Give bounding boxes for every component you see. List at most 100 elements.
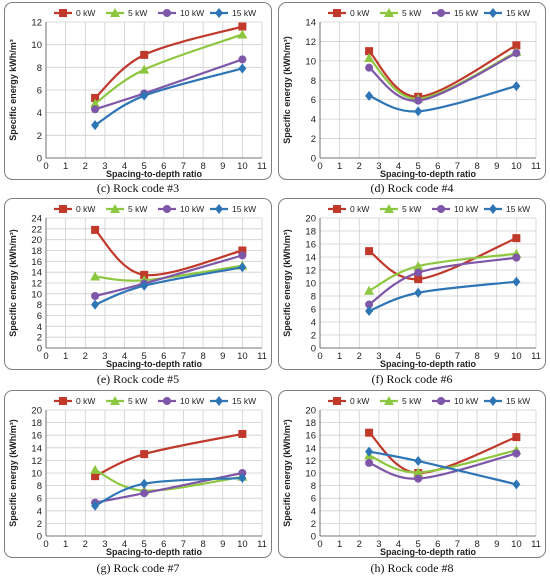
data-point bbox=[91, 105, 100, 114]
data-point bbox=[365, 63, 374, 72]
x-tick-label: 10 bbox=[511, 351, 522, 362]
x-tick-label: 9 bbox=[220, 161, 225, 172]
x-tick-label: 5 bbox=[142, 351, 147, 362]
data-point bbox=[414, 456, 423, 467]
x-tick-label: 4 bbox=[122, 161, 127, 172]
y-tick-label: 4 bbox=[37, 322, 42, 333]
y-tick-label: 8 bbox=[37, 481, 42, 492]
x-tick-label: 11 bbox=[531, 351, 541, 362]
x-tick-label: 2 bbox=[357, 539, 362, 550]
x-axis-label: Spacing-to-depth ratio bbox=[380, 547, 476, 557]
chart-panel-c: 0 2 4 6 8 10 12 0 1 2 3 4 5 6 7 8 9 10 11 Spacing-to-depth … bbox=[4, 2, 272, 180]
y-tick-label: 12 bbox=[31, 18, 42, 29]
x-tick-label: 8 bbox=[200, 539, 205, 550]
legend-label: 0 kW bbox=[350, 396, 369, 406]
y-tick-label: 10 bbox=[305, 56, 316, 67]
x-tick-label: 7 bbox=[181, 351, 186, 362]
x-tick-label: 7 bbox=[181, 539, 186, 550]
y-tick-label: 8 bbox=[311, 292, 316, 303]
data-point bbox=[365, 305, 374, 316]
data-point bbox=[414, 474, 423, 483]
y-tick-label: 18 bbox=[305, 227, 316, 238]
x-tick-label: 8 bbox=[200, 161, 205, 172]
data-point bbox=[238, 251, 247, 260]
x-tick-label: 1 bbox=[63, 539, 68, 550]
y-tick-label: 20 bbox=[305, 406, 316, 417]
legend-label: 0 kW bbox=[76, 204, 95, 214]
data-point bbox=[365, 247, 374, 256]
x-tick-label: 8 bbox=[200, 351, 205, 362]
legend-swatch-marker bbox=[110, 8, 120, 17]
x-tick-label: 2 bbox=[83, 539, 88, 550]
legend-swatch-marker bbox=[384, 8, 394, 17]
legend-label: 5 kW bbox=[128, 204, 147, 214]
data-point bbox=[364, 52, 375, 62]
data-point bbox=[238, 469, 247, 477]
x-tick-label: 4 bbox=[122, 539, 127, 550]
x-tick-label: 4 bbox=[396, 351, 401, 362]
x-tick-label: 3 bbox=[376, 161, 381, 172]
x-tick-label: 0 bbox=[43, 161, 48, 172]
y-axis-label: Specific energy (kWh/m³) bbox=[282, 419, 292, 527]
data-point bbox=[91, 500, 100, 511]
data-point bbox=[414, 275, 423, 284]
data-point bbox=[414, 287, 423, 298]
legend-swatch-marker bbox=[333, 397, 341, 405]
y-tick-label: 22 bbox=[31, 224, 42, 235]
x-tick-label: 2 bbox=[83, 161, 88, 172]
series-line bbox=[368, 449, 517, 474]
data-point bbox=[140, 450, 149, 459]
legend-swatch-marker bbox=[163, 9, 171, 17]
x-tick-label: 4 bbox=[396, 161, 401, 172]
y-tick-label: 8 bbox=[311, 481, 316, 492]
data-point bbox=[91, 299, 100, 310]
caption-h: (h) Rock code #8 bbox=[370, 561, 454, 575]
x-tick-label: 10 bbox=[511, 161, 522, 172]
legend-swatch-marker bbox=[437, 9, 445, 17]
legend-swatch-marker bbox=[110, 204, 120, 213]
y-tick-label: 0 bbox=[37, 532, 42, 543]
x-tick-label: 7 bbox=[181, 161, 186, 172]
y-tick-label: 18 bbox=[305, 418, 316, 429]
y-tick-label: 14 bbox=[31, 268, 42, 279]
data-point bbox=[365, 300, 374, 309]
x-tick-label: 3 bbox=[376, 539, 381, 550]
x-tick-label: 0 bbox=[317, 161, 322, 172]
x-tick-label: 3 bbox=[102, 539, 107, 550]
y-tick-label: 0 bbox=[37, 154, 42, 165]
data-point bbox=[238, 246, 247, 255]
data-point bbox=[237, 29, 248, 39]
legend-label: 0 kW bbox=[76, 8, 95, 18]
x-tick-label: 3 bbox=[102, 161, 107, 172]
y-tick-label: 18 bbox=[31, 246, 42, 257]
chart-frame bbox=[4, 198, 272, 370]
x-tick-label: 9 bbox=[494, 161, 499, 172]
data-point bbox=[365, 458, 374, 467]
x-axis-label: Spacing-to-depth ratio bbox=[380, 169, 476, 179]
series-line bbox=[368, 450, 517, 486]
y-tick-label: 12 bbox=[305, 456, 316, 467]
y-tick-label: 2 bbox=[37, 519, 42, 530]
chart-frame bbox=[278, 390, 546, 558]
data-point bbox=[238, 262, 247, 273]
y-tick-label: 6 bbox=[37, 494, 42, 505]
chart-panel-d: 0 2 4 6 8 10 12 14 0 1 2 3 4 5 6 7 8 9 10 11 Spacing-to-dept… bbox=[278, 2, 546, 180]
x-tick-label: 6 bbox=[161, 351, 166, 362]
data-point bbox=[140, 90, 149, 101]
caption-e: (e) Rock code #5 bbox=[96, 372, 180, 386]
legend-swatch-marker bbox=[333, 9, 341, 17]
caption-f: (f) Rock code #6 bbox=[371, 372, 453, 386]
x-tick-label: 1 bbox=[337, 161, 342, 172]
y-tick-label: 0 bbox=[311, 532, 316, 543]
y-tick-label: 2 bbox=[311, 331, 316, 342]
data-point bbox=[413, 467, 424, 477]
x-tick-label: 2 bbox=[357, 161, 362, 172]
x-tick-label: 9 bbox=[220, 539, 225, 550]
y-tick-label: 10 bbox=[31, 289, 42, 300]
y-tick-label: 10 bbox=[31, 40, 42, 51]
y-tick-label: 6 bbox=[311, 494, 316, 505]
legend-label: 15 kW bbox=[506, 396, 530, 406]
y-tick-label: 4 bbox=[37, 108, 42, 119]
y-tick-label: 14 bbox=[305, 443, 316, 454]
